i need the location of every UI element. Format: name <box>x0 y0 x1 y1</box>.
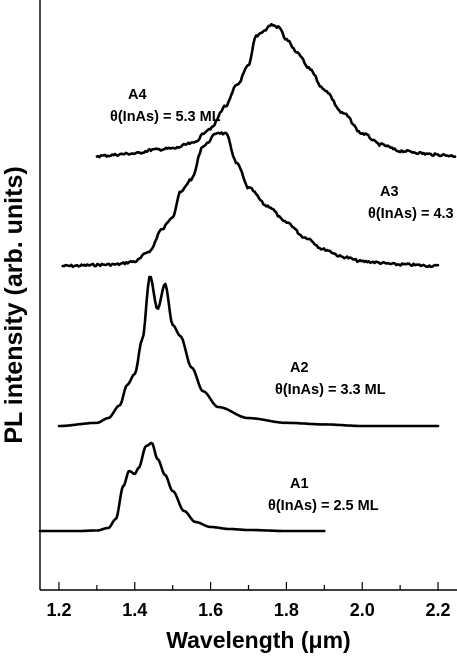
x-tick-label: 2.2 <box>426 600 451 620</box>
curve-labels: A1 θ(InAs) = 2.5 ML A2 θ(InAs) = 3.3 ML A3 θ(… <box>110 87 457 514</box>
x-axis-title: Wavelength (μm) <box>166 627 350 653</box>
curve-label-a4: A4 <box>128 87 147 103</box>
curve-annotation-a2: θ(InAs) = 3.3 ML <box>275 382 386 398</box>
curve-label-a2: A2 <box>290 360 309 376</box>
x-tick-label: 1.2 <box>46 600 71 620</box>
curve-label-a1: A1 <box>290 476 309 492</box>
curve-a3 <box>61 131 440 269</box>
x-tick-label: 2.0 <box>350 600 375 620</box>
y-axis-title: PL intensity (arb. units) <box>0 166 28 443</box>
curve-annotation-a4: θ(InAs) = 5.3 ML <box>110 109 221 125</box>
curve-label-a3: A3 <box>380 184 399 200</box>
axes: 1.2 1.4 1.6 1.8 2.0 2.2 <box>39 0 457 620</box>
curve-annotation-a3: θ(InAs) = 4.3 ML <box>368 206 457 222</box>
curve-annotation-a1: θ(InAs) = 2.5 ML <box>268 498 379 514</box>
curves <box>38 22 457 533</box>
x-tick-label: 1.6 <box>198 600 223 620</box>
curve-a1 <box>38 441 326 533</box>
curve-a2 <box>57 275 440 428</box>
x-tick-label: 1.4 <box>122 600 147 620</box>
curve-a4 <box>95 22 457 159</box>
x-tick-label: 1.8 <box>274 600 299 620</box>
